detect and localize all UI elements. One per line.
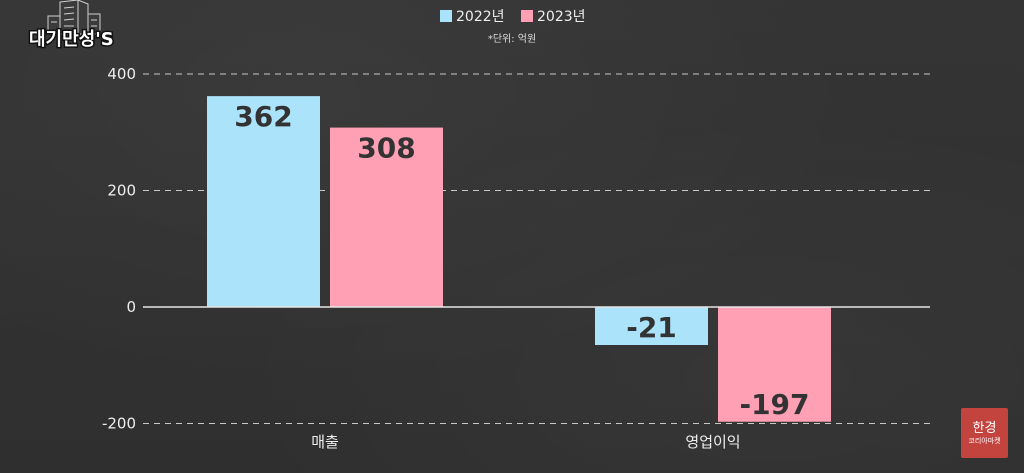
brand-logo: 대기만성'S [28,0,115,50]
unit-note: *단위: 억원 [488,32,536,45]
legend-swatch-2022 [440,10,452,22]
data-label: 308 [357,132,415,165]
y-tick-label: -200 [102,415,136,433]
y-tick-label: 400 [107,65,136,83]
broadcaster-logo: 한경 코리아마켓 [961,408,1008,458]
x-axis: 매출 영업이익 [311,433,740,451]
bar [718,307,831,422]
y-tick-label: 200 [107,182,136,200]
bar [595,307,708,345]
legend-swatch-2023 [521,10,533,22]
y-axis: 400 200 0 -200 [102,65,136,433]
logo-line-1: 한경 [972,420,997,436]
bars [207,96,831,422]
data-label: 362 [234,100,292,133]
logo-text: 대기만성'S [29,29,114,50]
bar [207,96,320,307]
legend-label-2023: 2023년 [537,9,586,25]
data-labels: 362 308 -21 -197 [234,100,809,421]
logo-line-2: 코리아마켓 [968,436,1001,445]
legend-label-2022: 2022년 [456,9,505,25]
data-label: -21 [626,311,677,344]
legend: 2022년 2023년 [440,9,586,25]
bar [330,127,443,307]
x-tick-label: 매출 [311,433,339,451]
y-tick-label: 0 [126,298,136,316]
building-icon [47,0,101,35]
data-label: -197 [739,388,809,421]
x-tick-label: 영업이익 [685,433,740,451]
